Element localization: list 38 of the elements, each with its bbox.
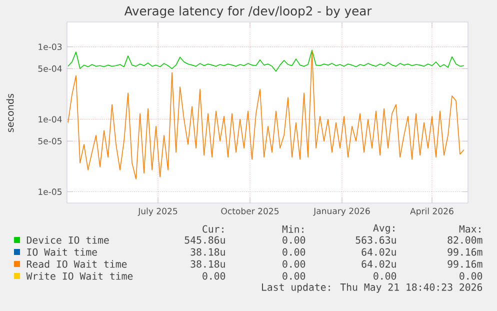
text: Avg: <box>373 224 394 234</box>
text: 82.00m <box>448 236 482 244</box>
text: 545.86u <box>184 236 225 244</box>
text: 99.16m <box>448 260 482 268</box>
chart-title: Average latency for /dev/loop2 - by year <box>124 6 372 18</box>
text: 0.00 <box>282 272 306 280</box>
legend-label: IO Wait time <box>27 248 97 256</box>
text: 0.00 <box>282 236 306 244</box>
text: 0.00 <box>202 272 226 280</box>
text: 64.02u <box>362 260 396 268</box>
text: Cur: <box>202 225 224 233</box>
y-tick-label: 1e-05 <box>38 188 62 195</box>
text: 563.63u <box>356 236 396 244</box>
text: 0.00 <box>282 260 306 268</box>
x-tick-label: July 2025 <box>138 208 178 216</box>
legend-label: Read IO Wait time <box>26 260 127 268</box>
x-tick-label: October 2025 <box>221 208 279 214</box>
text: Max: <box>459 225 480 233</box>
text: 64.02u <box>362 248 396 256</box>
legend-label: Write IO Wait time <box>26 272 133 280</box>
text: Min: <box>282 225 304 233</box>
text: 0.00 <box>374 272 396 280</box>
text: 0.00 <box>460 272 482 280</box>
text: Last update: Thu May 21 18:40:23 2026 <box>262 283 482 293</box>
text: 99.16m <box>448 248 482 256</box>
y-tick-label: 1e-04 <box>38 116 62 123</box>
legend-label: Device IO time <box>26 236 109 244</box>
text: 38.18u <box>190 248 225 256</box>
text: 0.00 <box>282 248 306 256</box>
x-tick-label: January 2026 <box>313 208 370 216</box>
y-tick-label: 5e-05 <box>38 138 62 144</box>
y-tick-label: 1e-03 <box>38 44 62 50</box>
line-series <box>68 50 464 72</box>
y-axis-title: seconds <box>6 94 14 132</box>
text: 38.18u <box>190 260 225 268</box>
y-tick-label: 5e-04 <box>38 65 62 72</box>
x-tick-label: April 2026 <box>410 208 454 216</box>
line-series <box>68 50 464 180</box>
